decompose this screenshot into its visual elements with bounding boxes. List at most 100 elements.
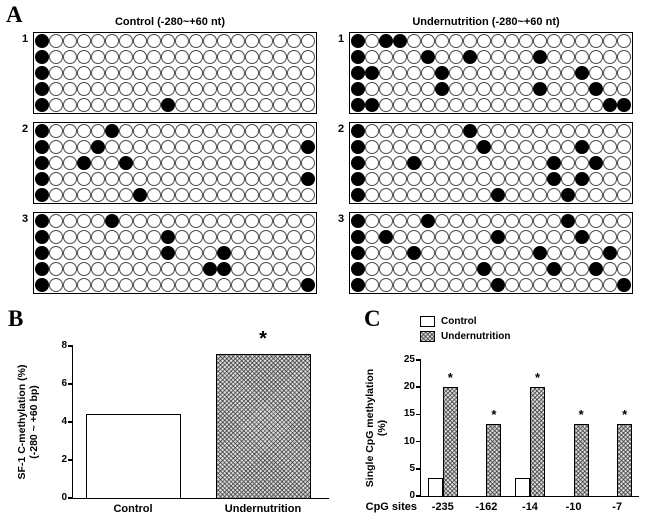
unmethylated-cpg-icon [519,124,533,138]
legend-label-undernutrition: Undernutrition [441,331,511,342]
unmethylated-cpg-icon [491,34,505,48]
unmethylated-cpg-icon [105,50,119,64]
group-label: 1 [22,33,29,45]
unmethylated-cpg-icon [77,124,91,138]
unmethylated-cpg-icon [175,50,189,64]
unmethylated-cpg-icon [449,124,463,138]
unmethylated-cpg-icon [189,188,203,202]
unmethylated-cpg-icon [421,98,435,112]
unmethylated-cpg-icon [133,172,147,186]
unmethylated-cpg-icon [575,50,589,64]
unmethylated-cpg-icon [449,34,463,48]
unmethylated-cpg-icon [463,262,477,276]
unmethylated-cpg-icon [217,188,231,202]
methylated-cpg-icon [351,188,365,202]
unmethylated-cpg-icon [603,140,617,154]
unmethylated-cpg-icon [491,214,505,228]
unmethylated-cpg-icon [203,34,217,48]
unmethylated-cpg-icon [533,262,547,276]
unmethylated-cpg-icon [477,98,491,112]
control-methylation-panel: Control (-280~+60 nt) 1 2 3 [22,16,318,294]
unmethylated-cpg-icon [273,246,287,260]
unmethylated-cpg-icon [505,98,519,112]
unmethylated-cpg-icon [301,156,315,170]
unmethylated-cpg-icon [217,140,231,154]
unmethylated-cpg-icon [449,214,463,228]
unmethylated-cpg-icon [379,214,393,228]
unmethylated-cpg-icon [561,246,575,260]
control-bar [515,478,530,496]
unmethylated-cpg-icon [147,82,161,96]
unmethylated-cpg-icon [505,82,519,96]
legend-item-control: Control [420,316,510,327]
unmethylated-cpg-icon [245,82,259,96]
unmethylated-cpg-icon [133,98,147,112]
unmethylated-cpg-icon [147,172,161,186]
unmethylated-cpg-icon [77,50,91,64]
unmethylated-cpg-icon [217,172,231,186]
unmethylated-cpg-icon [217,82,231,96]
unmethylated-cpg-icon [519,278,533,292]
methylated-cpg-icon [119,156,133,170]
unmethylated-cpg-icon [161,278,175,292]
unmethylated-cpg-icon [105,156,119,170]
clone-grid [349,122,633,204]
unmethylated-cpg-icon [561,82,575,96]
unmethylated-cpg-icon [519,98,533,112]
methylated-cpg-icon [35,66,49,80]
y-tick-label: 4 [61,416,67,427]
y-tick-mark [68,345,73,347]
unmethylated-cpg-icon [491,172,505,186]
unmethylated-cpg-icon [617,214,631,228]
methylated-cpg-icon [351,246,365,260]
unmethylated-cpg-icon [175,188,189,202]
unmethylated-cpg-icon [49,246,63,260]
unmethylated-cpg-icon [287,82,301,96]
unmethylated-cpg-icon [379,82,393,96]
methylated-cpg-icon [35,262,49,276]
unmethylated-cpg-icon [407,262,421,276]
unmethylated-cpg-icon [273,188,287,202]
unmethylated-cpg-icon [189,156,203,170]
group-label: 3 [338,213,345,225]
y-tick-label: 0 [61,492,67,503]
unmethylated-cpg-icon [393,188,407,202]
unmethylated-cpg-icon [203,98,217,112]
control-clone-grids: 1 2 3 [22,32,318,294]
unmethylated-cpg-icon [245,246,259,260]
unmethylated-cpg-icon [533,66,547,80]
y-tick-mark [416,413,421,416]
unmethylated-cpg-icon [189,66,203,80]
unmethylated-cpg-icon [449,156,463,170]
unmethylated-cpg-icon [421,66,435,80]
unmethylated-cpg-icon [231,214,245,228]
undernutrition-bar [617,423,633,496]
unmethylated-cpg-icon [435,124,449,138]
unmethylated-cpg-icon [575,34,589,48]
clone-row [351,188,631,202]
unmethylated-cpg-icon [105,188,119,202]
undernutrition-swatch-icon [420,331,435,342]
unmethylated-cpg-icon [287,34,301,48]
unmethylated-cpg-icon [105,262,119,276]
unmethylated-cpg-icon [175,156,189,170]
unmethylated-cpg-icon [217,214,231,228]
methylated-cpg-icon [35,188,49,202]
unmethylated-cpg-icon [133,230,147,244]
unmethylated-cpg-icon [463,188,477,202]
unmethylated-cpg-icon [259,98,273,112]
unmethylated-cpg-icon [519,82,533,96]
unmethylated-cpg-icon [147,246,161,260]
methylated-cpg-icon [575,66,589,80]
clone-grid [33,32,317,114]
unmethylated-cpg-icon [435,172,449,186]
panel-b-chart: B SF-1 C-methylation (%) (-280 ~ +60 bp)… [8,304,356,528]
y-tick-mark [68,421,73,423]
unmethylated-cpg-icon [63,214,77,228]
unmethylated-cpg-icon [259,188,273,202]
methylation-group: 3 [338,212,634,294]
unmethylated-cpg-icon [301,230,315,244]
unmethylated-cpg-icon [217,98,231,112]
unmethylated-cpg-icon [77,278,91,292]
methylation-group: 3 [22,212,318,294]
